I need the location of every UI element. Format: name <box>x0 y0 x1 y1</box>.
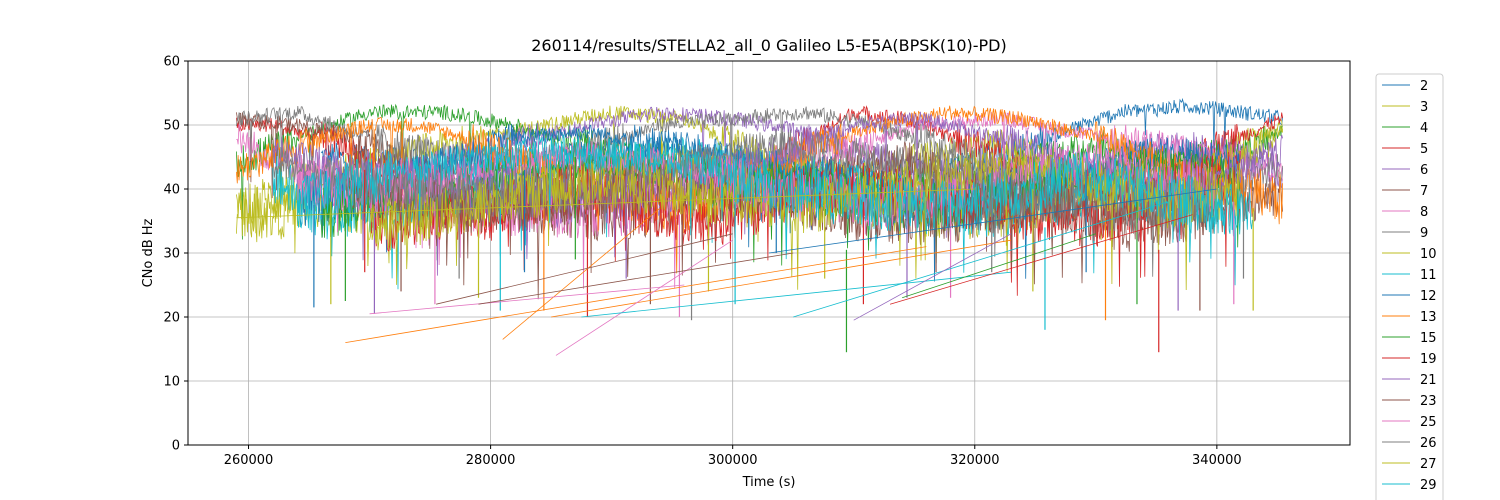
y-tick-label: 60 <box>163 55 180 70</box>
legend-label-2: 2 <box>1420 79 1428 94</box>
gap-connector <box>581 271 1012 318</box>
gap-connector <box>502 207 661 340</box>
plot-area <box>236 97 1283 356</box>
legend-label-15: 15 <box>1420 331 1437 346</box>
legend-label-12: 12 <box>1420 289 1437 304</box>
legend-label-23: 23 <box>1420 394 1437 409</box>
y-tick-label: 30 <box>163 247 180 262</box>
legend-label-4: 4 <box>1420 121 1428 136</box>
series-26-line <box>272 128 1217 277</box>
x-tick-label: 320000 <box>950 453 1000 468</box>
legend-label-9: 9 <box>1420 226 1428 241</box>
x-tick-label: 260000 <box>224 453 274 468</box>
legend-box <box>1375 73 1444 500</box>
y-tick-label: 40 <box>163 183 180 198</box>
gap-connector <box>436 233 733 305</box>
legend-label-27: 27 <box>1420 457 1437 472</box>
gap-connector <box>369 284 685 315</box>
gap-connector <box>551 239 1012 318</box>
legend-label-10: 10 <box>1420 247 1437 262</box>
chart-title: 260114/results/STELLA2_all_0 Galileo L5-… <box>531 36 1006 56</box>
legend-label-25: 25 <box>1420 415 1437 430</box>
y-axis-label: CNo dB Hz <box>141 218 156 287</box>
gap-connector <box>236 188 975 219</box>
gap-connector <box>793 201 1169 318</box>
x-tick-label: 340000 <box>1192 453 1242 468</box>
series-29-line <box>296 133 1253 263</box>
legend-label-11: 11 <box>1420 268 1437 283</box>
y-axis: 0 10 20 30 40 50 60 <box>163 55 188 454</box>
y-tick-label: 20 <box>163 311 180 326</box>
x-axis: 260000 280000 300000 320000 340000 <box>224 445 1242 468</box>
x-tick-label: 300000 <box>708 453 758 468</box>
gap-connector <box>768 188 1217 254</box>
x-tick-label: 280000 <box>466 453 516 468</box>
gap-connector <box>853 233 1012 321</box>
y-tick-label: 10 <box>163 375 180 390</box>
y-tick-label: 50 <box>163 119 180 134</box>
legend-label-7: 7 <box>1420 184 1428 199</box>
legend-label-19: 19 <box>1420 352 1437 367</box>
gap-connector <box>555 239 733 356</box>
gap-connector <box>902 233 1096 299</box>
legend-label-13: 13 <box>1420 310 1437 325</box>
legend-label-26: 26 <box>1420 436 1437 451</box>
gap-connector <box>478 252 794 305</box>
legend-label-6: 6 <box>1420 163 1428 178</box>
legend-label-29: 29 <box>1420 478 1437 493</box>
legend-label-5: 5 <box>1420 142 1428 157</box>
gap-connector <box>889 214 1193 305</box>
gap-connector <box>345 246 927 343</box>
legend-label-8: 8 <box>1420 205 1428 220</box>
y-tick-label: 0 <box>172 439 180 454</box>
legend-label-3: 3 <box>1420 100 1428 115</box>
x-axis-label: Time (s) <box>742 475 796 490</box>
legend-label-21: 21 <box>1420 373 1437 388</box>
